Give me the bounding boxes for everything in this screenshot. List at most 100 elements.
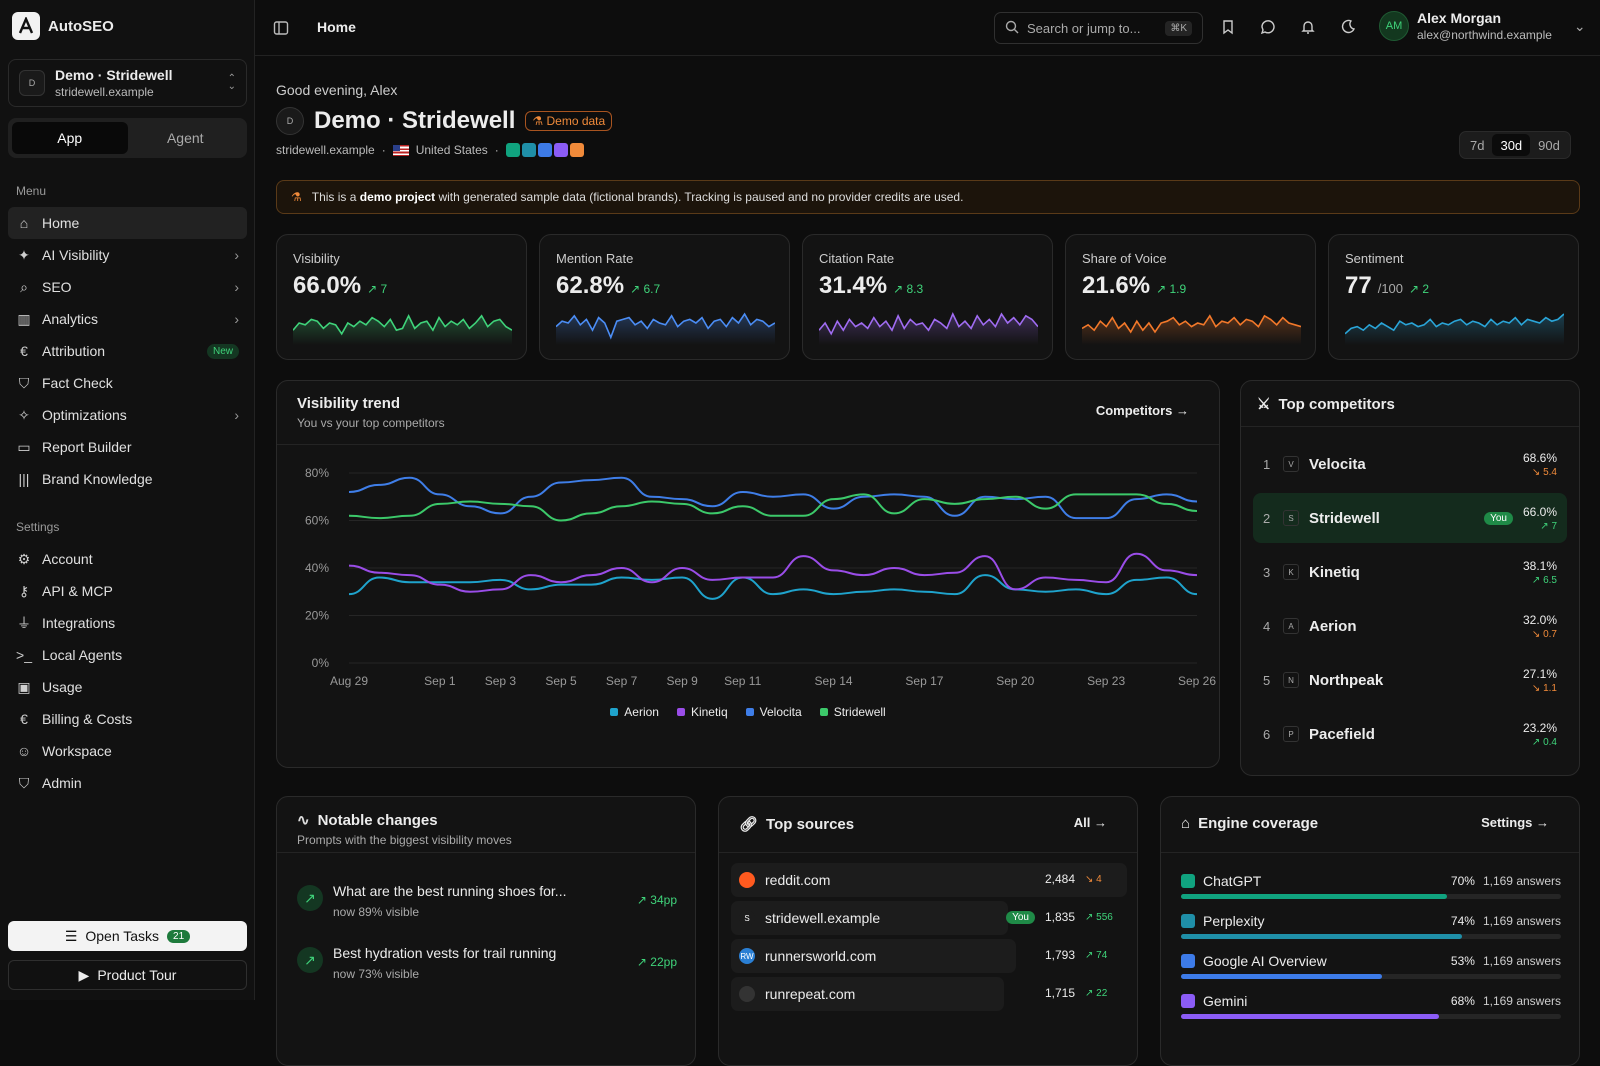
sidebar-item-api-mcp[interactable]: ⚷ API & MCP	[8, 575, 247, 607]
product-tour-button[interactable]: ▶ Product Tour	[8, 960, 247, 990]
sidebar-item-report-builder[interactable]: ▭ Report Builder	[8, 431, 247, 463]
range-90d[interactable]: 90d	[1538, 137, 1560, 153]
moon-icon[interactable]	[1340, 19, 1356, 38]
open-tasks-button[interactable]: ☰ Open Tasks 21	[8, 921, 247, 951]
kpi-card-share-of-voice[interactable]: Share of Voice 21.6% ↗ 1.9	[1065, 234, 1316, 360]
bookmark-icon[interactable]	[1220, 19, 1236, 38]
arrow-up-right-icon: ↗	[636, 955, 651, 969]
sidebar-item-usage[interactable]: ▣ Usage	[8, 671, 247, 703]
sidebar-item-brand-knowledge[interactable]: ||| Brand Knowledge	[8, 463, 247, 495]
kpi-card-visibility[interactable]: Visibility 66.0% ↗ 7	[276, 234, 527, 360]
competitor-name: Kinetiq	[1309, 563, 1360, 581]
engine-row[interactable]: Perplexity 74% 1,169 answers	[1181, 913, 1561, 939]
sidebar-item-seo[interactable]: ⌕ SEO ›	[8, 271, 247, 303]
engine-row[interactable]: Gemini 68% 1,169 answers	[1181, 993, 1561, 1019]
competitor-row[interactable]: 3 K Kinetiq 38.1% ↗ 6.5	[1253, 547, 1567, 597]
legend-swatch	[819, 708, 828, 716]
sidebar-item-label: Billing & Costs	[42, 711, 133, 727]
sidebar-item-home[interactable]: ⌂ Home	[8, 207, 247, 239]
source-domain: stridewell.example	[765, 910, 881, 926]
series-line-kinetiq[interactable]	[348, 552, 1198, 593]
sidebar-item-billing-costs[interactable]: € Billing & Costs	[8, 703, 247, 735]
legend-swatch	[745, 708, 754, 716]
source-row[interactable]: reddit.com	[731, 863, 1127, 897]
page-breadcrumb: Home	[317, 19, 356, 35]
competitor-row[interactable]: 2 S Stridewell You 66.0% ↗ 7	[1253, 493, 1567, 543]
kpi-label: Mention Rate	[556, 251, 634, 266]
sidebar-item-optimizations[interactable]: ✧ Optimizations ›	[8, 399, 247, 431]
sidebar-item-label: Local Agents	[42, 647, 123, 663]
all-sources-link[interactable]: All →	[1074, 815, 1107, 830]
sidebar-item-integrations[interactable]: ⏚ Integrations	[8, 607, 247, 639]
source-favicon	[739, 872, 755, 888]
trending-up-icon: ↗	[297, 947, 323, 973]
user-menu[interactable]: AM Alex Morgan alex@northwind.example ⌄	[1379, 10, 1586, 42]
sidebar-item-analytics[interactable]: ▥ Analytics ›	[8, 303, 247, 335]
kpi-value: 66.0%	[293, 272, 362, 299]
engine-row[interactable]: Google AI Overview 53% 1,169 answers	[1181, 953, 1561, 979]
sidebar-item-workspace[interactable]: ☺ Workspace	[8, 735, 247, 767]
competitor-row[interactable]: 4 A Aerion 32.0% ↘ 0.7	[1253, 601, 1567, 651]
tab-app[interactable]: App	[12, 122, 128, 154]
sidebar-item-local-agents[interactable]: >_ Local Agents	[8, 639, 247, 671]
series-line-velocita[interactable]	[348, 476, 1198, 520]
sparkles-icon: ✦	[18, 246, 30, 263]
menu-heading: Menu	[16, 184, 47, 198]
demo-data-label: Demo data	[546, 114, 606, 128]
range-7d[interactable]: 7d	[1470, 137, 1485, 153]
legend-item-stridewell[interactable]: Stridewell	[819, 705, 886, 719]
arrow-up-right-icon: ↗	[1156, 282, 1170, 296]
visibility-trend-title: Visibility trend	[297, 395, 401, 412]
engine-row[interactable]: ChatGPT 70% 1,169 answers	[1181, 873, 1561, 899]
kpi-value-row: 77/100 ↗ 2	[1345, 272, 1562, 300]
topbar: Home Search or jump to... ⌘K AM Alex Mor…	[255, 0, 1600, 56]
sidebar-item-account[interactable]: ⚙ Account	[8, 543, 247, 575]
competitor-row[interactable]: 5 N Northpeak 27.1% ↘ 1.1	[1253, 655, 1567, 705]
competitor-delta-value: 5.4	[1543, 466, 1557, 478]
kpi-delta: ↗ 8.3	[893, 282, 923, 296]
competitor-row[interactable]: 6 P Pacefield 23.2% ↗ 0.4	[1253, 709, 1567, 759]
kpi-card-sentiment[interactable]: Sentiment 77/100 ↗ 2	[1328, 234, 1579, 360]
range-30d[interactable]: 30d	[1492, 134, 1531, 156]
shield-icon: ⛉	[18, 774, 30, 791]
chat-icon[interactable]	[1260, 19, 1276, 38]
source-delta: ↗ 556	[1085, 912, 1117, 923]
search-icon: ⌕	[20, 278, 28, 295]
series-line-stridewell[interactable]	[348, 493, 1198, 522]
sparkline-area	[819, 314, 1038, 345]
competitor-values: 23.2% ↗ 0.4	[1523, 721, 1557, 748]
competitor-rank: 4	[1263, 618, 1271, 634]
notable-change-item[interactable]: ↗ Best hydration vests for trail running n…	[297, 939, 677, 995]
source-row[interactable]: runrepeat.com	[731, 977, 1004, 1011]
top-competitors-title: ⚔ Top competitors	[1257, 395, 1563, 414]
sidebar-item-attribution[interactable]: € Attribution New	[8, 335, 247, 367]
source-row[interactable]: RW runnersworld.com	[731, 939, 1016, 973]
sidebar-item-admin[interactable]: ⛉ Admin	[8, 767, 247, 799]
sidebar-toggle-icon[interactable]	[273, 20, 289, 39]
series-line-aerion[interactable]	[348, 574, 1198, 600]
search-input[interactable]: Search or jump to... ⌘K	[994, 12, 1203, 44]
notable-change-item[interactable]: ↗ What are the best running shoes for... n…	[297, 877, 677, 933]
legend-item-aerion[interactable]: Aerion	[610, 705, 659, 719]
kpi-card-mention-rate[interactable]: Mention Rate 62.8% ↗ 6.7	[539, 234, 790, 360]
sidebar-item-ai-visibility[interactable]: ✦ AI Visibility ›	[8, 239, 247, 271]
legend-item-velocita[interactable]: Velocita	[745, 705, 802, 719]
chevron-right-icon: ›	[234, 279, 239, 295]
kpi-card-citation-rate[interactable]: Citation Rate 31.4% ↗ 8.3	[802, 234, 1053, 360]
legend-item-kinetiq[interactable]: Kinetiq	[676, 705, 728, 719]
arrow-right-icon: →	[1536, 815, 1549, 830]
engine-settings-link[interactable]: Settings →	[1481, 815, 1549, 830]
bell-icon[interactable]	[1300, 19, 1316, 38]
app-logo[interactable]: AutoSEO	[12, 12, 114, 40]
sidebar-item-fact-check[interactable]: ⛉ Fact Check	[8, 367, 247, 399]
gemini-icon	[553, 143, 568, 157]
kpi-value-row: 66.0% ↗ 7	[293, 272, 510, 300]
source-domain: reddit.com	[765, 872, 831, 888]
competitors-link[interactable]: Competitors →	[1096, 403, 1189, 418]
competitor-delta: ↗ 0.4	[1523, 737, 1557, 748]
project-switcher[interactable]: D Demo · Stridewell stridewell.example ⌃…	[8, 59, 247, 107]
tab-agent[interactable]: Agent	[166, 130, 204, 146]
competitor-rank: 2	[1263, 510, 1271, 526]
competitor-row[interactable]: 1 V Velocita 68.6% ↘ 5.4	[1253, 439, 1567, 489]
